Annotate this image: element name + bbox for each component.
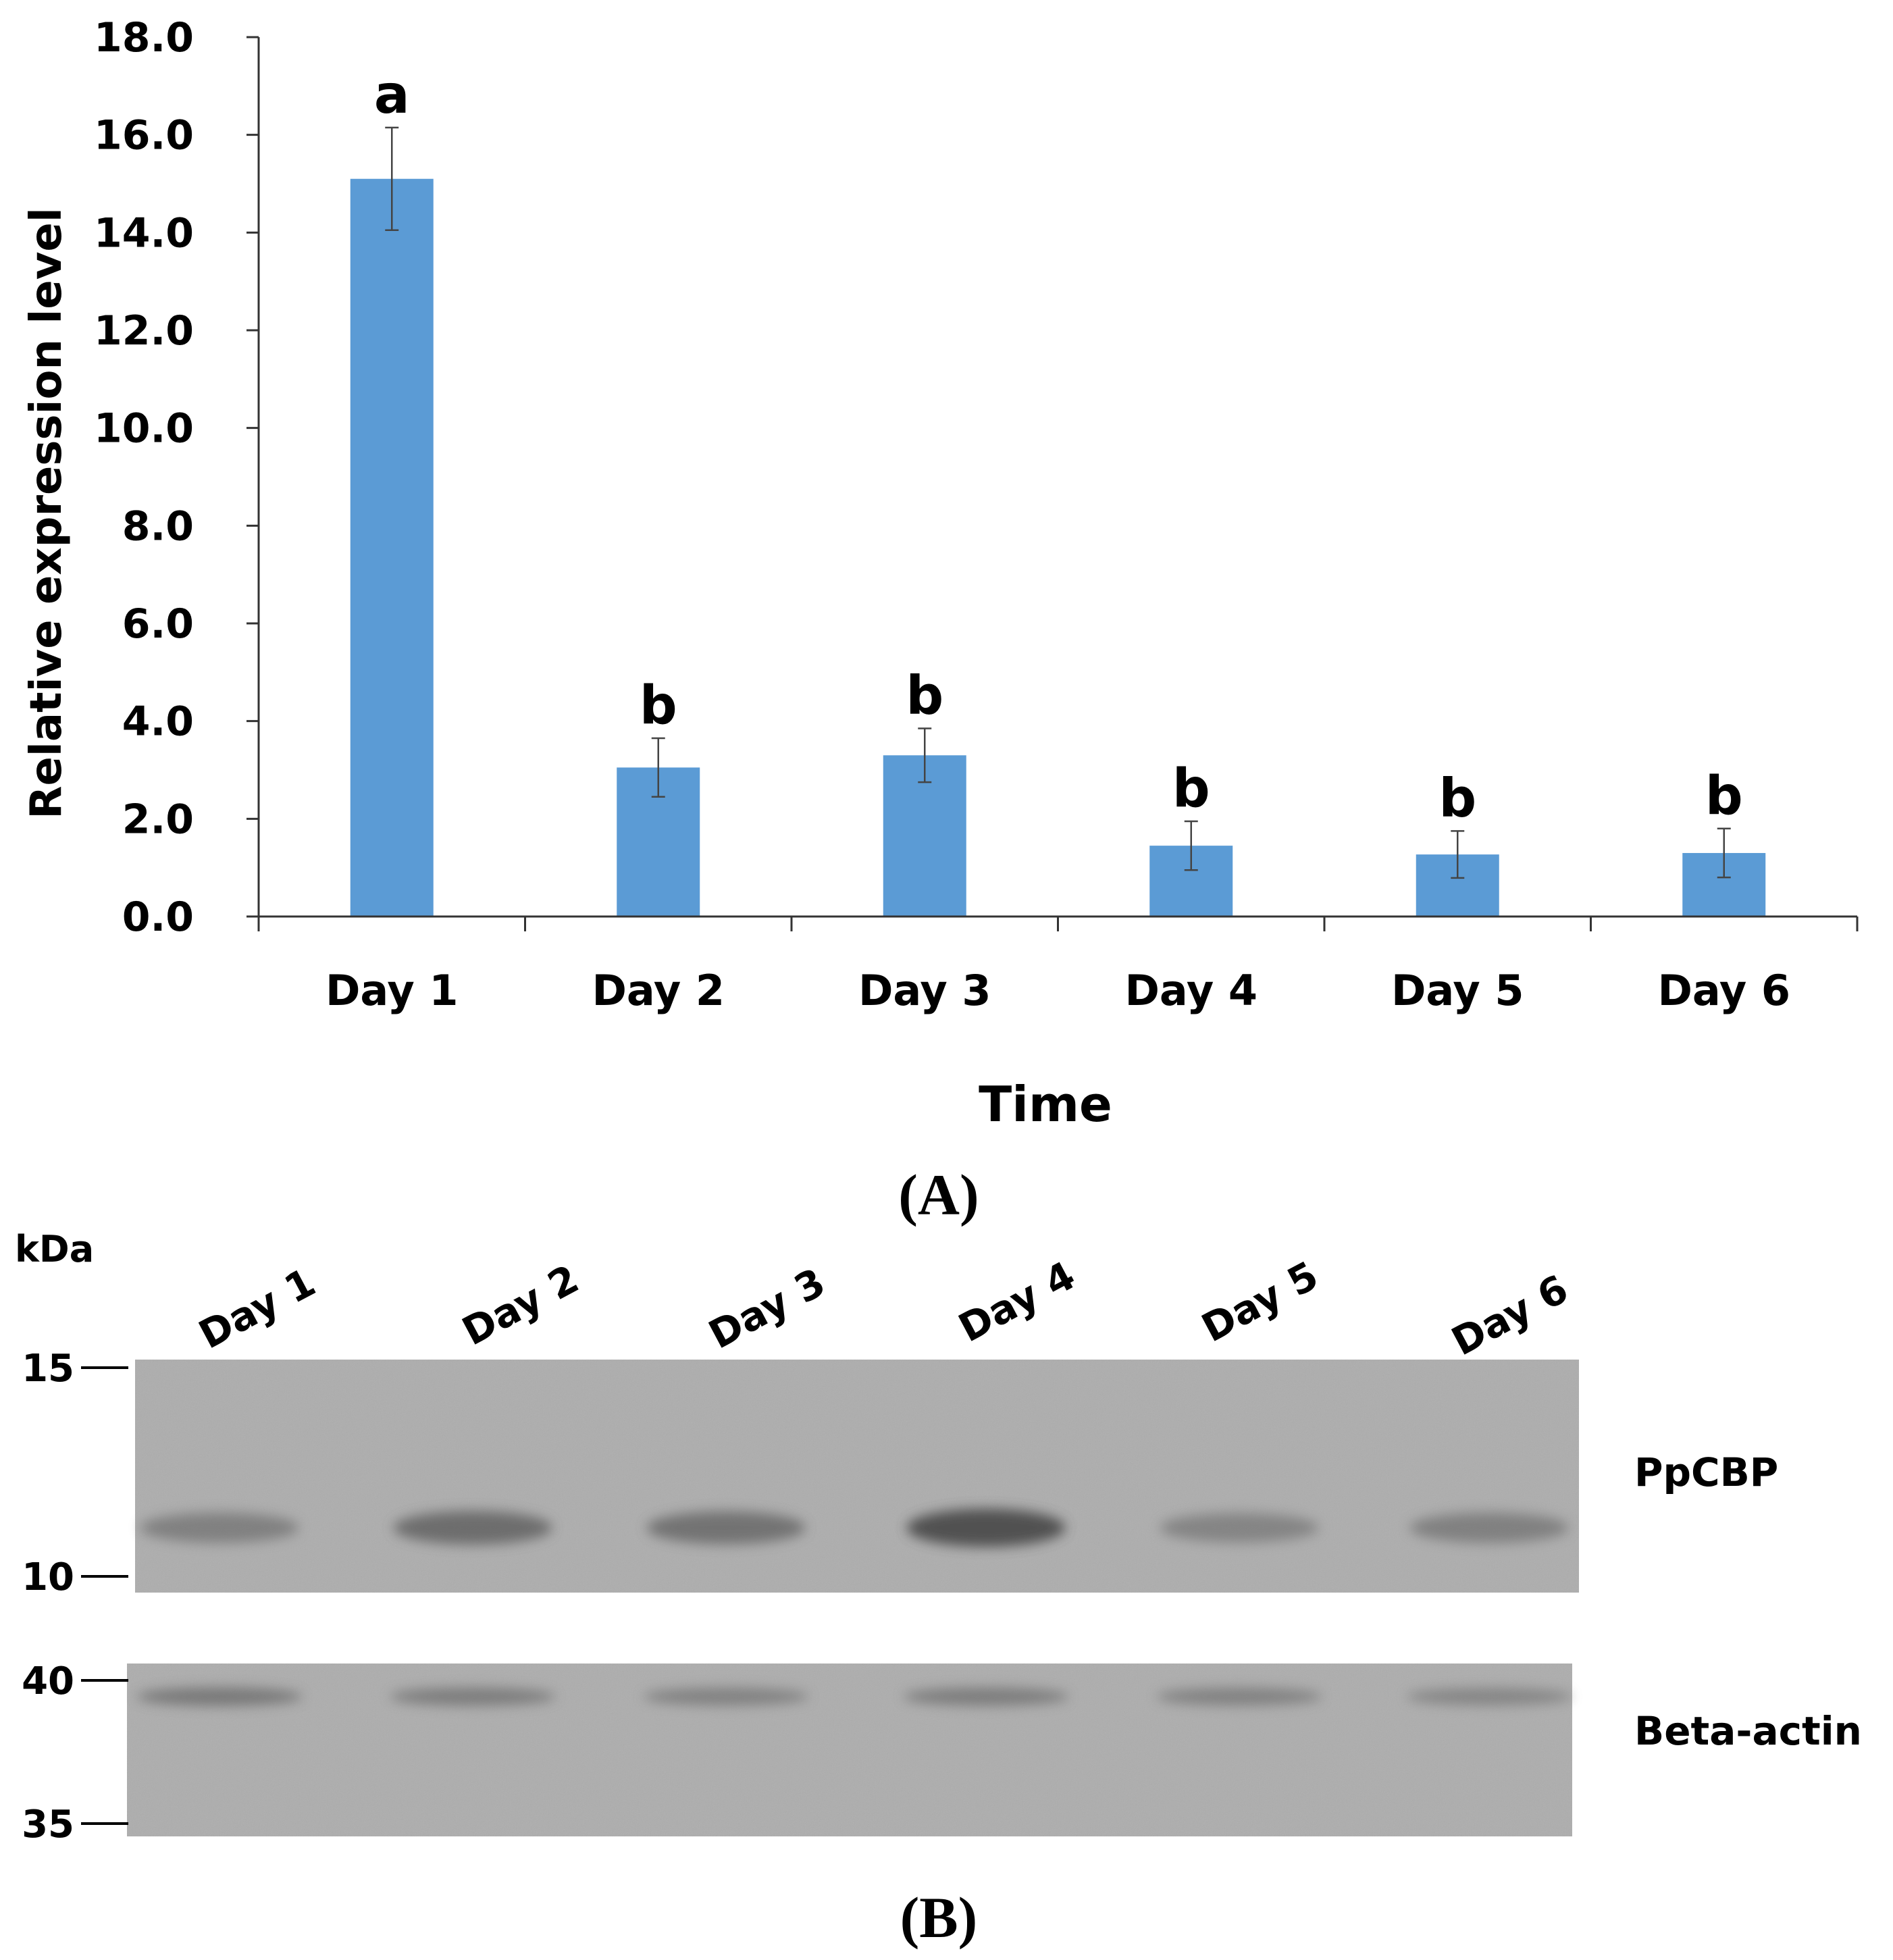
y-tick-label: 10.0 xyxy=(94,405,194,453)
y-tick-label: 16.0 xyxy=(94,112,194,159)
significance-label: b xyxy=(1705,766,1743,827)
y-tick-label: 8.0 xyxy=(122,502,194,550)
significance-label: a xyxy=(374,65,410,126)
protein-band xyxy=(1160,1513,1319,1543)
protein-band xyxy=(1156,1688,1322,1705)
protein-band xyxy=(1406,1688,1572,1705)
significance-label: b xyxy=(640,675,677,736)
y-tick-label: 0.0 xyxy=(122,894,194,941)
western-blot: kDa Day 1 Day 2 Day 3 Day 4 Day 5 Day 6 15 10 P… xyxy=(15,1228,1862,1847)
x-tick-label: Day 6 xyxy=(1657,966,1790,1015)
bar xyxy=(350,178,434,917)
error-bar xyxy=(1717,827,1731,879)
protein-band xyxy=(1409,1512,1569,1543)
error-bar xyxy=(1451,830,1465,879)
blot-label: Beta-actin xyxy=(1634,1708,1862,1754)
membrane-texture xyxy=(127,1664,1572,1836)
marker-label: 35 xyxy=(22,1803,74,1847)
error-bar xyxy=(385,126,399,231)
protein-band xyxy=(390,1687,556,1706)
protein-band xyxy=(140,1512,299,1543)
x-axis-label: Time xyxy=(979,1076,1112,1133)
x-axis-tick-labels: Day 1 Day 2 Day 3 Day 4 Day 5 Day 6 xyxy=(326,966,1790,1015)
significance-label: b xyxy=(1438,768,1476,829)
bar-chart: Relative expression level 0.0 2.0 4.0 6.0 8.… xyxy=(22,14,1859,1133)
y-tick-label: 14.0 xyxy=(94,209,194,257)
x-tick-label: Day 5 xyxy=(1391,966,1524,1015)
blot-beta-actin: 40 35 Beta-actin xyxy=(22,1659,1862,1847)
blot-ppcbp: 15 10 PpCBP xyxy=(22,1347,1778,1599)
significance-label: b xyxy=(1172,758,1210,819)
lane-label: Day 4 xyxy=(951,1252,1082,1351)
y-tick-label: 2.0 xyxy=(122,796,194,843)
error-bar xyxy=(651,737,665,798)
membrane-texture xyxy=(135,1360,1579,1593)
lane-label: Day 5 xyxy=(1194,1252,1325,1351)
axes xyxy=(257,37,1859,931)
error-bar xyxy=(1184,820,1198,871)
y-axis-ticks: 0.0 2.0 4.0 6.0 8.0 10.0 12.0 14.0 16.0 18.0 xyxy=(94,14,259,941)
x-tick-label: Day 1 xyxy=(326,966,459,1015)
error-bars xyxy=(385,126,1731,879)
lane-labels: Day 1 Day 2 Day 3 Day 4 Day 5 Day 6 xyxy=(191,1252,1575,1364)
significance-labels: a b b b b b xyxy=(374,65,1743,829)
panel-a-label: (A) xyxy=(898,1162,979,1227)
kda-unit-label: kDa xyxy=(15,1228,94,1270)
error-bar xyxy=(918,727,932,783)
protein-band xyxy=(136,1687,303,1706)
y-tick-label: 12.0 xyxy=(94,307,194,355)
y-tick-label: 18.0 xyxy=(94,14,194,61)
x-tick-label: Day 4 xyxy=(1124,966,1257,1015)
panel-b-label: (B) xyxy=(900,1885,978,1950)
protein-band xyxy=(903,1687,1069,1706)
x-tick-label: Day 3 xyxy=(858,966,991,1015)
lane-label: Day 6 xyxy=(1444,1266,1575,1364)
protein-band xyxy=(646,1511,806,1545)
blot-label: PpCBP xyxy=(1634,1449,1778,1495)
protein-band xyxy=(906,1508,1066,1547)
y-tick-label: 4.0 xyxy=(122,698,194,746)
y-tick-label: 6.0 xyxy=(122,600,194,648)
bars xyxy=(350,178,1766,917)
marker-label: 15 xyxy=(22,1347,74,1391)
marker-label: 40 xyxy=(22,1659,74,1703)
lane-label: Day 2 xyxy=(455,1256,586,1354)
x-tick-label: Day 2 xyxy=(592,966,725,1015)
lane-label: Day 3 xyxy=(701,1259,832,1358)
significance-label: b xyxy=(906,666,943,727)
y-axis-label: Relative expression level xyxy=(22,207,72,819)
marker-label: 10 xyxy=(22,1555,74,1599)
protein-band xyxy=(393,1511,552,1545)
protein-band xyxy=(643,1688,809,1705)
lane-label: Day 1 xyxy=(191,1259,322,1358)
